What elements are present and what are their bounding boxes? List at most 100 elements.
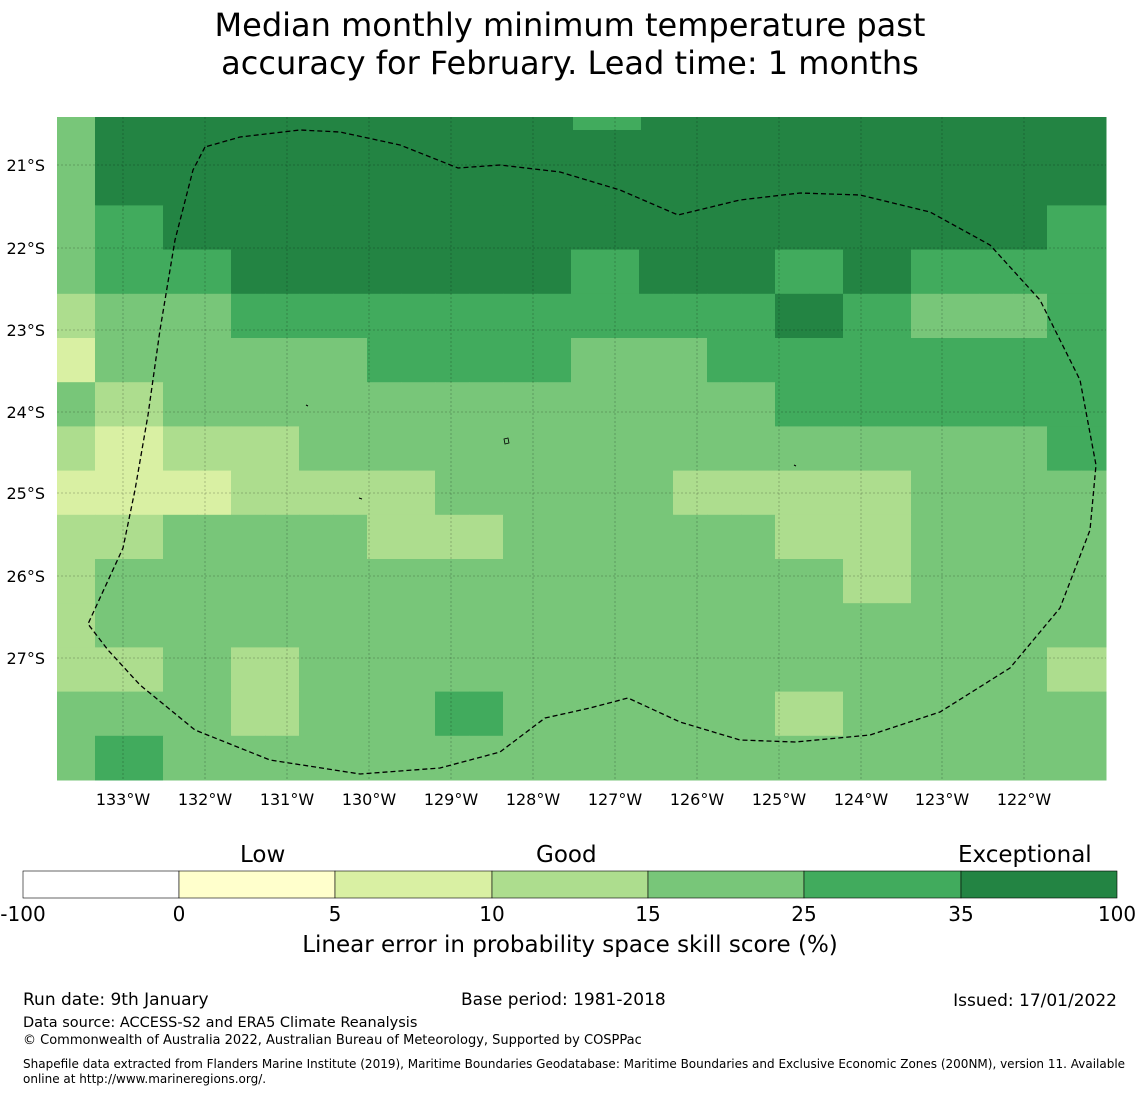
grid-cell [1013, 205, 1048, 251]
grid-cell [231, 293, 266, 339]
grid-cell [1081, 338, 1107, 383]
colorbar-tick: 100 [1097, 902, 1137, 926]
colorbar-segment [22, 870, 180, 899]
grid-cell [1047, 249, 1082, 295]
grid-cell [605, 338, 640, 383]
grid-cell [57, 338, 96, 383]
grid-cell [1081, 161, 1107, 206]
grid-cell [979, 338, 1014, 383]
grid-cell [299, 470, 334, 516]
grid-cell [197, 470, 232, 516]
grid-cell [673, 735, 708, 781]
grid-cell [95, 514, 130, 560]
colorbar-label: Linear error in probability space skill … [302, 932, 838, 958]
grid-cell [605, 426, 640, 472]
grid-cell [809, 205, 844, 251]
grid-cell [775, 161, 810, 206]
grid-cell [265, 426, 300, 472]
grid-cell [95, 249, 130, 295]
grid-cell [333, 603, 368, 648]
grid-cell [333, 161, 368, 206]
grid-cell [367, 249, 402, 295]
grid-cell [707, 426, 742, 472]
grid-cell [95, 382, 130, 427]
colorbar-segment [647, 870, 805, 899]
grid-cell [95, 559, 130, 604]
grid-cell [775, 117, 810, 162]
grid-cell [95, 426, 130, 472]
grid-cell [265, 559, 300, 604]
grid-cell [843, 559, 878, 604]
grid-cell [299, 205, 334, 251]
grid-cell [537, 603, 572, 648]
grid-cell [979, 161, 1014, 206]
latitude-label: 22°S [6, 239, 45, 258]
grid-cell [197, 205, 232, 251]
grid-cell [537, 205, 572, 251]
grid-cell [57, 691, 96, 737]
grid-cell [639, 382, 674, 427]
grid-cell [945, 117, 980, 162]
grid-cell [95, 293, 130, 339]
grid-cell [469, 117, 504, 162]
grid-cell [673, 470, 708, 516]
grid-cell [809, 735, 844, 781]
grid-cell [639, 691, 674, 737]
grid-cell [469, 559, 504, 604]
grid-cell [367, 559, 402, 604]
grid-cell [843, 382, 878, 427]
colorbar-segment [178, 870, 336, 899]
grid-cell [877, 647, 912, 693]
grid-cell [57, 293, 96, 339]
grid-cell [469, 647, 504, 693]
grid-cell [367, 735, 402, 781]
grid-cell [877, 426, 912, 472]
grid-cell [707, 205, 742, 251]
grid-cell [129, 338, 164, 383]
grid-cell [979, 293, 1014, 339]
grid-cell [469, 603, 504, 648]
grid-cell [435, 249, 470, 295]
island-outline [358, 497, 363, 500]
grid-cell [573, 117, 641, 130]
grid-cell [911, 470, 946, 516]
grid-cell [95, 735, 130, 781]
grid-cell [741, 205, 776, 251]
grid-cell [741, 514, 776, 560]
grid-cell [1013, 293, 1048, 339]
grid-cell [1081, 647, 1107, 693]
grid-cell [129, 382, 164, 427]
run-date: Run date: 9th January [23, 990, 209, 1010]
grid-cell [57, 470, 96, 516]
latitude-label: 27°S [6, 649, 45, 668]
grid-cell [673, 338, 708, 383]
grid-cell [741, 382, 776, 427]
grid-cell [367, 470, 402, 516]
grid-cell [1081, 735, 1107, 781]
grid-cell [741, 249, 776, 295]
skill-map: 21°S22°S23°S24°S25°S26°S27°S 133°W 132°W 1… [6, 117, 1107, 809]
grid-cell [911, 205, 946, 251]
grid-cell [163, 249, 198, 295]
grid-cell [843, 691, 878, 737]
grid-cell [911, 117, 946, 162]
grid-cell [401, 338, 436, 383]
grid-cell [163, 426, 198, 472]
grid-cell [435, 735, 470, 781]
grid-cell [707, 735, 742, 781]
grid-cell [707, 559, 742, 604]
grid-cell [741, 691, 776, 737]
grid-cell [877, 470, 912, 516]
colorbar-tick: 25 [791, 902, 817, 926]
grid-cell [231, 559, 266, 604]
grid-cell [537, 426, 572, 472]
grid-cell [95, 470, 130, 516]
grid-cell [503, 338, 538, 383]
grid-cell [945, 205, 980, 251]
grid-cell [911, 338, 946, 383]
grid-cell [129, 735, 164, 781]
grid-cell [1013, 647, 1048, 693]
grid-cell [435, 293, 470, 339]
grid-cell [401, 205, 436, 251]
grid-cell [605, 735, 640, 781]
